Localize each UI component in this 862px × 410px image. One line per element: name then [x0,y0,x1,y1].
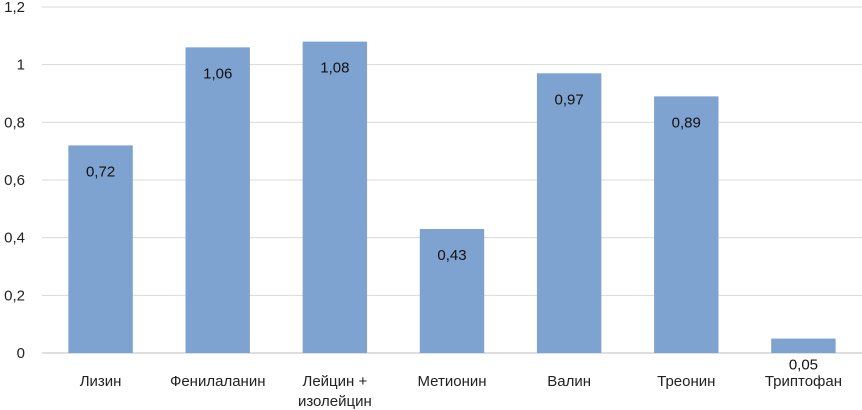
category-label: Метионин [417,373,486,390]
category-label: Лейцин + изолейцин [298,373,372,410]
y-tick-label: 0,2 [4,287,25,304]
data-label: 0,89 [672,114,701,131]
category-label-line: Лейцин + [302,373,367,390]
y-tick-label: 1,2 [4,0,25,16]
data-labels: 0,72 1,06 1,08 0,43 0,97 0,89 0,05 [86,60,818,374]
category-label-line: Треонин [657,373,715,390]
data-label: 0,43 [437,247,466,264]
bar [185,47,250,353]
y-tick-label: 0,8 [4,114,25,131]
category-label-line: Фенилаланин [170,373,266,390]
bars [68,41,836,354]
data-label: 0,97 [555,91,584,108]
y-tick-label: 0,6 [4,172,25,189]
bar [419,229,485,353]
data-label: 1,06 [203,65,232,82]
data-label: 0,72 [86,163,115,180]
bar [68,145,133,353]
bar [771,338,836,353]
category-label: Треонин [657,373,715,390]
category-label-line: Метионин [417,373,486,390]
data-label: 1,08 [320,60,349,77]
category-label: Валин [547,373,591,390]
x-axis-category-labels: Лизин Фенилаланин Лейцин + изолейцин Метиони… [80,373,842,410]
y-tick-label: 0 [17,345,25,362]
y-tick-label: 1 [17,57,25,74]
bar [654,96,719,353]
category-label-line: Триптофан [765,373,842,390]
bar [302,41,368,353]
category-label: Фенилаланин [170,373,266,390]
category-label-line: изолейцин [298,393,372,410]
category-label: Лизин [80,373,122,390]
y-axis-tick-labels: 0 0,2 0,4 0,6 0,8 1 1,2 [4,0,25,362]
bar [536,73,602,354]
y-tick-label: 0,4 [4,230,25,247]
category-label-line: Лизин [80,373,122,390]
data-label: 0,05 [789,357,818,374]
category-label-line: Валин [547,373,591,390]
category-label: Триптофан [765,373,842,390]
